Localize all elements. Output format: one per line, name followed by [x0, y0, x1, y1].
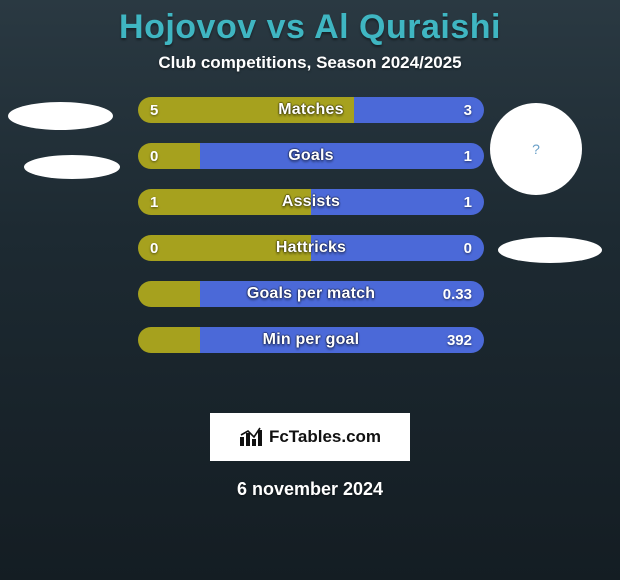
player-right-avatar: ? [490, 103, 582, 195]
stat-label: Assists [138, 189, 484, 215]
player-left-shadow-bottom [24, 155, 120, 179]
stat-value-left: 1 [138, 189, 170, 215]
subtitle: Club competitions, Season 2024/2025 [0, 53, 620, 73]
player-left-shadow-top [8, 102, 113, 130]
comparison-stage: ? Matches53Goals01Assists11Hattricks00Go… [0, 97, 620, 397]
stat-bars: Matches53Goals01Assists11Hattricks00Goal… [138, 97, 484, 353]
stat-value-left: 0 [138, 143, 170, 169]
stat-value-right: 0 [452, 235, 484, 261]
page-title: Hojovov vs Al Quraishi [0, 8, 620, 47]
stat-label: Goals [138, 143, 484, 169]
stat-row: Goals0 1 [138, 143, 484, 169]
content: Hojovov vs Al Quraishi Club competitions… [0, 0, 620, 580]
brand-text: FcTables.com [269, 427, 381, 447]
brand-badge: FcTables.com [210, 413, 410, 461]
stat-value-right: 1 [452, 143, 484, 169]
stat-value-right: 392 [435, 327, 484, 353]
stat-row: Hattricks0 0 [138, 235, 484, 261]
stat-value-right: 0.33 [431, 281, 484, 307]
stat-value-left: 5 [138, 97, 170, 123]
avatar-placeholder-icon: ? [532, 141, 540, 157]
stat-row: Goals per match0.33 [138, 281, 484, 307]
stat-value-left: 0 [138, 235, 170, 261]
stat-label: Hattricks [138, 235, 484, 261]
stat-row: Assists1 1 [138, 189, 484, 215]
stat-value-right: 3 [452, 97, 484, 123]
stat-label: Min per goal [138, 327, 484, 353]
stat-label: Matches [138, 97, 484, 123]
brand-chart-icon [239, 427, 263, 447]
stat-value-right: 1 [452, 189, 484, 215]
stat-row: Matches5 3 [138, 97, 484, 123]
player-right-shadow [498, 237, 602, 263]
stat-row: Min per goal392 [138, 327, 484, 353]
date-label: 6 november 2024 [0, 479, 620, 500]
